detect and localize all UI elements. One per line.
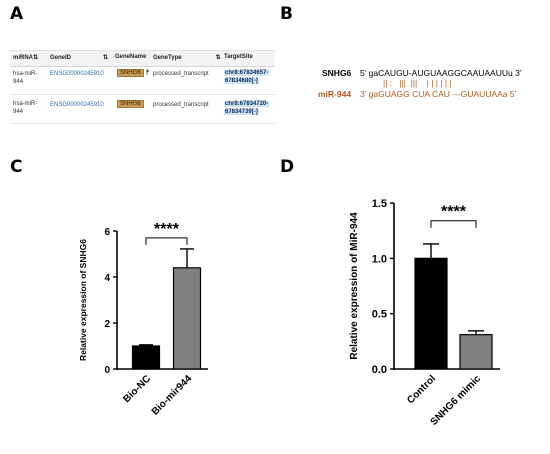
x-tick-label: Control <box>405 373 438 406</box>
y-tick-label: 0 <box>104 365 110 376</box>
panel-label-b: B <box>280 4 293 24</box>
y-axis-label: Relative expression of MiR-944 <box>349 212 360 360</box>
significance-bracket <box>145 237 188 245</box>
cell-mirna: hsa-miR- 944 <box>13 71 38 85</box>
y-tick-label: 6 <box>104 227 110 238</box>
panel-label-d: D <box>280 157 295 177</box>
panel-label-a: A <box>10 4 24 24</box>
significance-label: **** <box>441 204 467 221</box>
target-table: miRNA⇅ GeneID ⇅ GeneName GeneType ⇅ Target… <box>10 50 275 125</box>
significance-label: **** <box>154 221 180 238</box>
mir944-label: miR-944 <box>318 89 352 99</box>
y-tick-label: 1.5 <box>372 198 387 210</box>
column-header-genename[interactable]: GeneName <box>115 54 147 60</box>
y-tick-label: 4 <box>104 273 110 284</box>
x-tick-label: Bio-mir944 <box>150 373 195 418</box>
cell-gene-id[interactable]: ENSG00000245910 <box>50 102 104 108</box>
y-tick-label: 1.0 <box>372 253 387 265</box>
cell-gene-type: processed_transcript <box>153 102 209 108</box>
bar <box>131 345 161 370</box>
mir944-sequence: 3’ gaGUAGG CUA CAU ---GUAUUAAa 5’ <box>360 89 517 99</box>
chart-c: 0 2 4 6 Relative expression of SNHG6 Bio-NCBi… <box>78 221 208 418</box>
table-row: hsa-miR- 944 ENSG00000245910 SNHG6 ⁋ proc… <box>10 66 275 95</box>
bar <box>459 334 493 370</box>
snhg6-label: SNHG6 <box>322 68 352 78</box>
cell-target-site[interactable]: chr8:67834720- 67834739[-] <box>224 101 270 115</box>
cell-gene-name: SNHG6 <box>117 100 144 108</box>
cell-gene-name: SNHG6 ⁋ <box>117 69 149 77</box>
column-header-mirna[interactable]: miRNA⇅ <box>13 55 39 61</box>
chart-d: 0.0 0.5 1.0 1.5 Relative expression of MiR-9… <box>349 198 500 428</box>
cell-gene-type: processed_transcript <box>153 71 209 77</box>
column-header-geneid[interactable]: GeneID ⇅ <box>50 55 109 61</box>
y-tick-label: 2 <box>104 319 110 330</box>
table-row: hsa-miR- 944 ENSG00000245910 SNHG6 proces… <box>10 95 275 124</box>
table-header: miRNA⇅ GeneID ⇅ GeneName GeneType ⇅ Target… <box>10 50 275 67</box>
cell-mirna: hsa-miR- 944 <box>13 101 38 115</box>
base-pairing: || : ||| ||| | | | | | | <box>383 78 452 88</box>
snhg6-sequence: 5’ gaCAUGU-AUGUAAGGCAAUAAUUu 3’ <box>360 68 522 78</box>
y-tick-label: 0.0 <box>372 364 387 376</box>
cell-gene-id[interactable]: ENSG00000245910 <box>50 71 104 77</box>
x-tick-label: Bio-NC <box>121 373 153 405</box>
panel-label-c: C <box>10 157 23 177</box>
bar <box>172 267 202 370</box>
cell-target-site[interactable]: chr8:67834657- 67834680[-] <box>224 70 270 84</box>
column-header-genetype[interactable]: GeneType ⇅ <box>153 55 221 61</box>
column-header-targetsite[interactable]: TargetSite <box>224 54 253 60</box>
y-axis-label: Relative expression of SNHG6 <box>78 239 88 361</box>
bar <box>414 257 448 370</box>
y-tick-label: 0.5 <box>372 309 387 321</box>
significance-bracket <box>430 220 477 228</box>
